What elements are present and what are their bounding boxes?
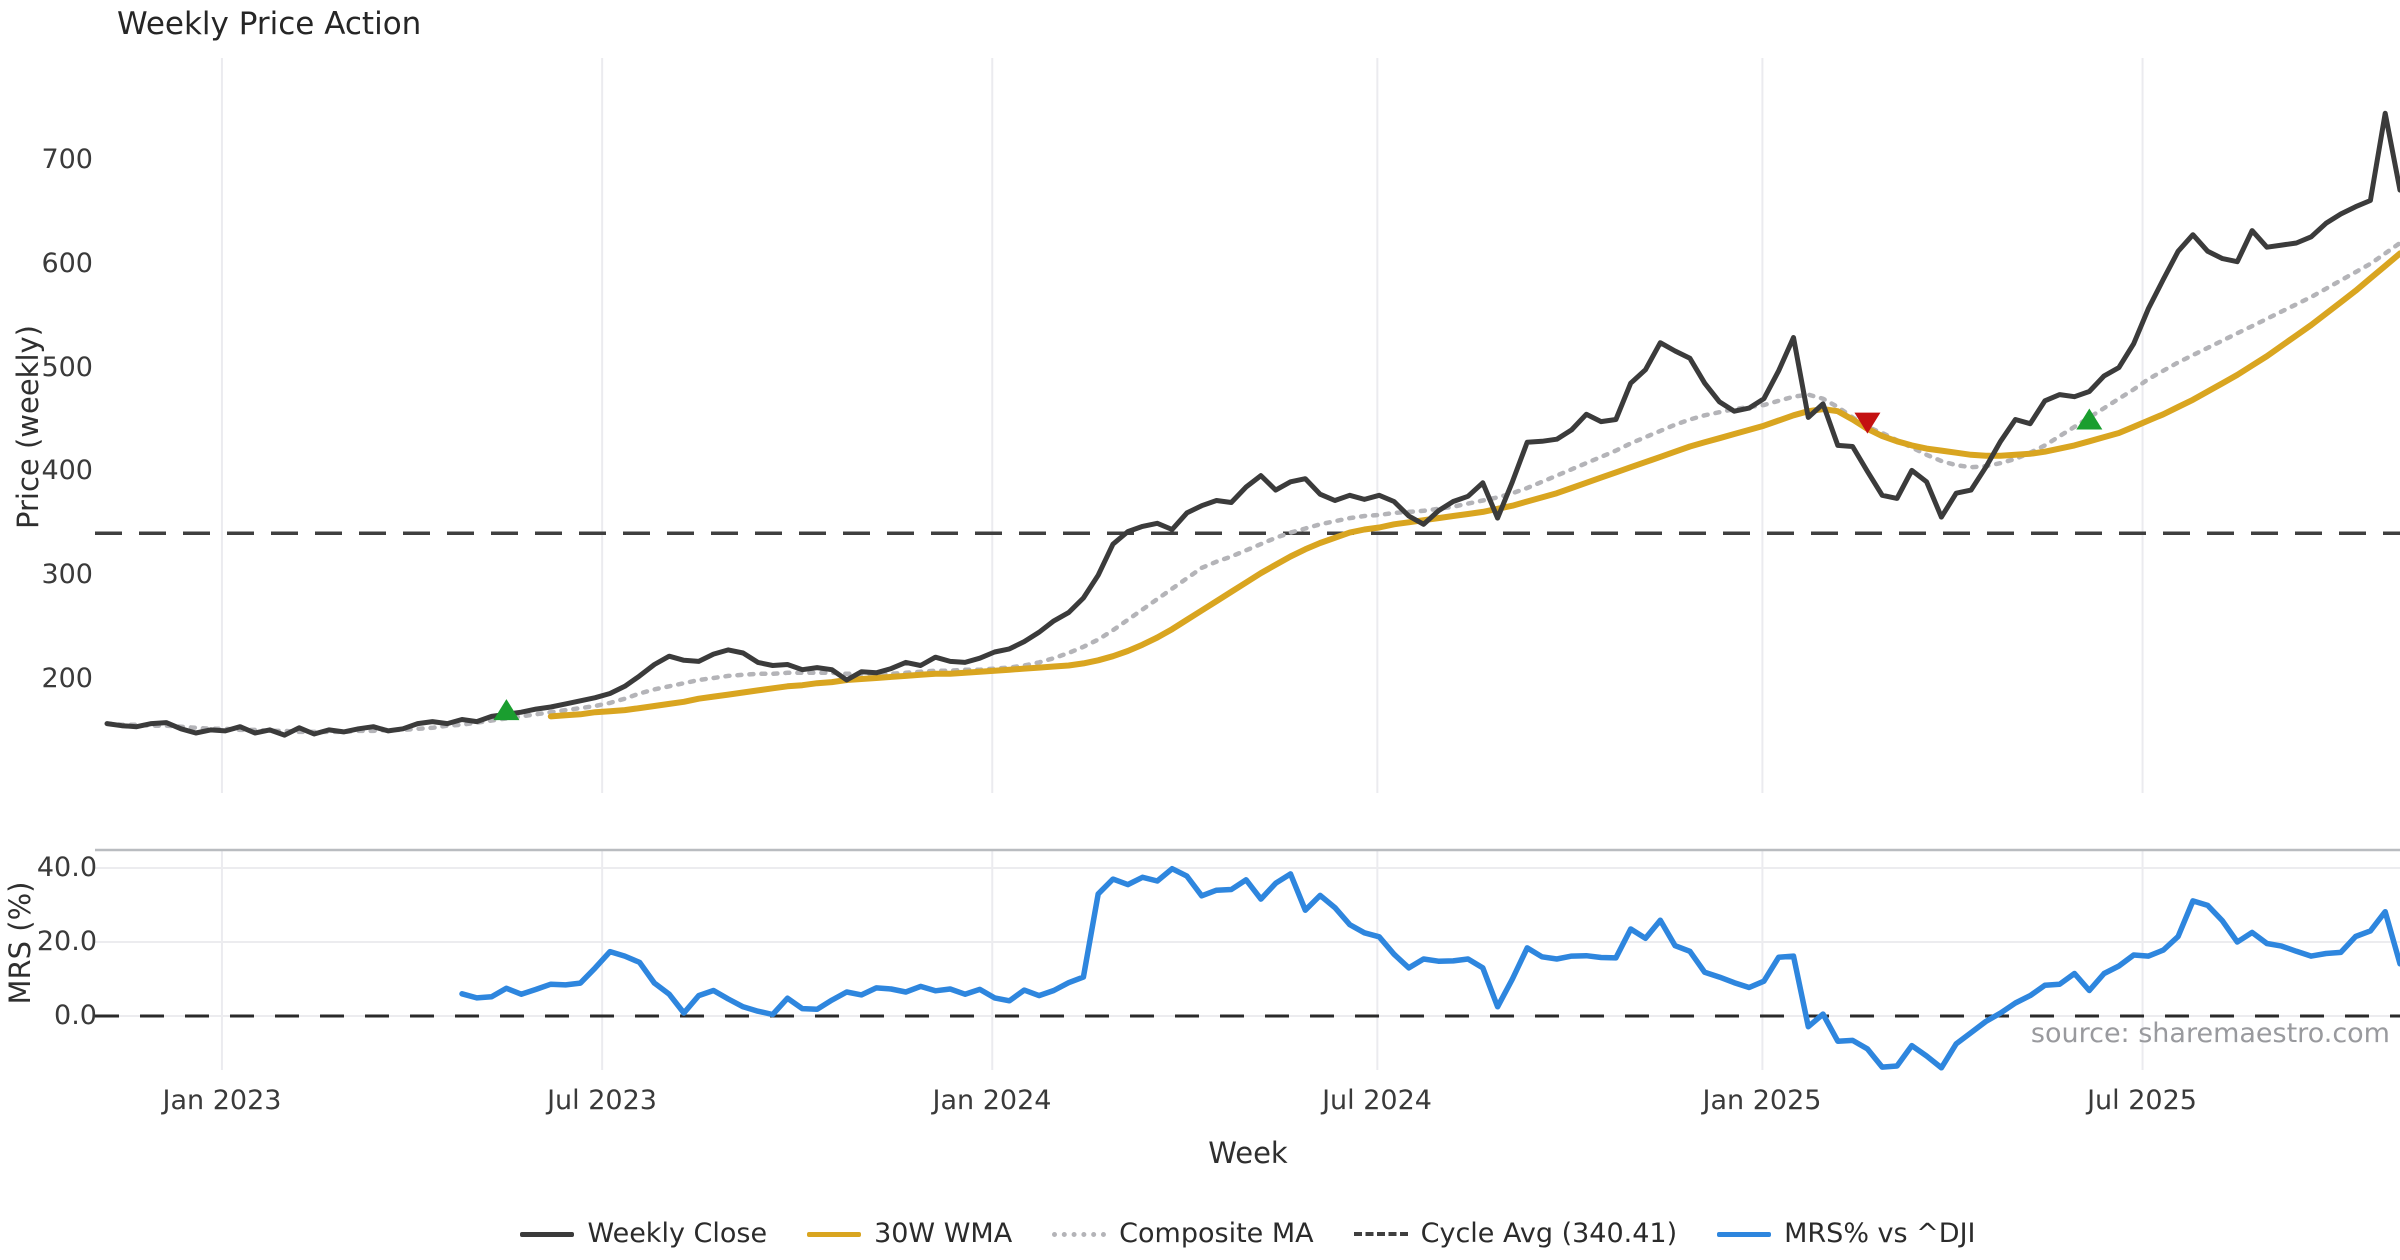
mrs-tick-20: 20.0 bbox=[36, 926, 97, 957]
legend-item-composite-ma: Composite MA bbox=[1052, 1218, 1314, 1250]
mrs-line bbox=[459, 865, 2400, 1071]
xtick-jul-2023: Jul 2023 bbox=[547, 1085, 657, 1116]
mrs-axis-title: MRS (%) bbox=[3, 881, 37, 1005]
wma-30w-line bbox=[547, 250, 2400, 720]
price-tick-400: 400 bbox=[41, 455, 93, 486]
composite-ma-line bbox=[104, 240, 2400, 735]
legend-label: Cycle Avg (340.41) bbox=[1420, 1218, 1678, 1249]
composite-ma-line-swatch bbox=[1052, 1231, 1107, 1237]
legend-label: MRS% vs ^DJI bbox=[1784, 1218, 1976, 1249]
wma-line-swatch bbox=[807, 1231, 862, 1237]
price-tick-700: 700 bbox=[41, 144, 93, 175]
cycle-avg-line-swatch bbox=[1353, 1232, 1408, 1236]
mrs-tick-40: 40.0 bbox=[36, 852, 97, 883]
page-title: Weekly Price Action bbox=[117, 6, 422, 42]
buy-signal-triangle-up bbox=[2076, 408, 2103, 430]
chart-legend: Weekly Close 30W WMA Composite MA Cycle … bbox=[0, 1218, 2400, 1250]
xtick-jul-2025: Jul 2025 bbox=[2087, 1085, 2197, 1116]
price-tick-600: 600 bbox=[41, 248, 93, 279]
weekly-close-line bbox=[104, 110, 2400, 738]
x-axis-title: Week bbox=[1208, 1136, 1288, 1170]
mrs-tick-0: 0.0 bbox=[54, 1000, 97, 1031]
buy-signal-triangle-up bbox=[493, 699, 520, 721]
mrs-line-swatch bbox=[1717, 1231, 1772, 1237]
xtick-jan-2025: Jan 2025 bbox=[1702, 1085, 1822, 1116]
sell-signal-triangle-down bbox=[1854, 412, 1881, 434]
legend-label: Composite MA bbox=[1119, 1218, 1314, 1249]
source-credit: source: sharemaestro.com bbox=[2030, 1018, 2390, 1049]
xtick-jan-2023: Jan 2023 bbox=[162, 1085, 282, 1116]
legend-label: 30W WMA bbox=[874, 1218, 1013, 1249]
legend-item-30w-wma: 30W WMA bbox=[807, 1218, 1012, 1250]
legend-label: Weekly Close bbox=[587, 1218, 768, 1249]
xtick-jan-2024: Jan 2024 bbox=[932, 1085, 1052, 1116]
legend-item-weekly-close: Weekly Close bbox=[520, 1218, 767, 1250]
legend-item-cycle-avg: Cycle Avg (340.41) bbox=[1353, 1218, 1678, 1250]
xtick-jul-2024: Jul 2024 bbox=[1322, 1085, 1432, 1116]
price-axis-title: Price (weekly) bbox=[11, 325, 45, 530]
price-tick-200: 200 bbox=[41, 663, 93, 694]
price-tick-300: 300 bbox=[41, 559, 93, 590]
price-tick-500: 500 bbox=[41, 352, 93, 383]
weekly-close-line-swatch bbox=[520, 1231, 575, 1237]
legend-item-mrs: MRS% vs ^DJI bbox=[1717, 1218, 1976, 1250]
